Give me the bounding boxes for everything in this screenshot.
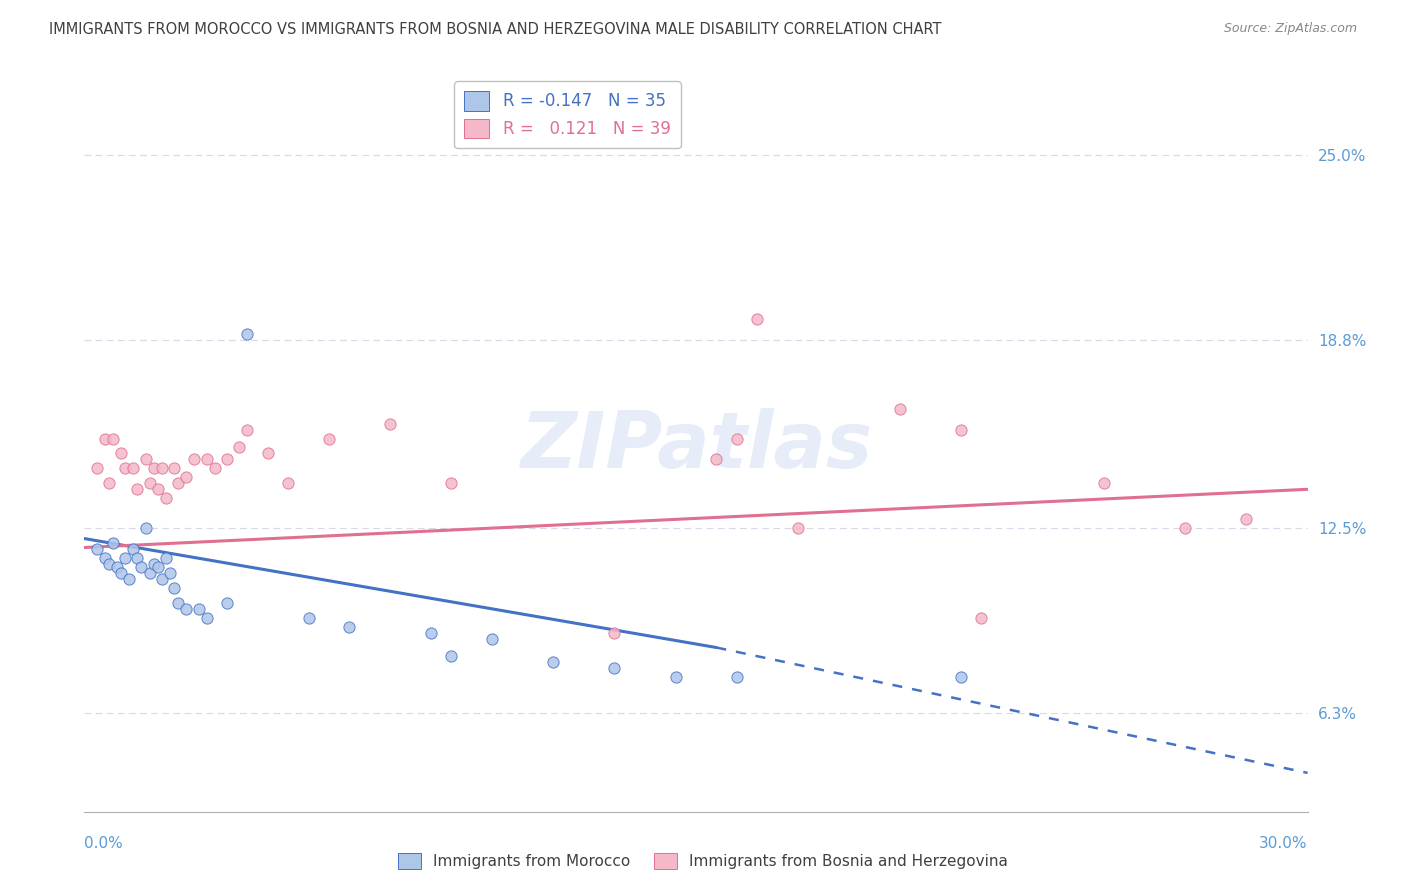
Text: IMMIGRANTS FROM MOROCCO VS IMMIGRANTS FROM BOSNIA AND HERZEGOVINA MALE DISABILIT: IMMIGRANTS FROM MOROCCO VS IMMIGRANTS FR… [49,22,942,37]
Point [204,461,226,475]
Point [603,661,626,675]
Point [236,326,259,341]
Point [257,446,280,460]
Text: ZIPatlas: ZIPatlas [520,408,872,484]
Point [380,417,402,431]
Point [228,441,250,455]
Point [1236,512,1258,526]
Point [787,521,810,535]
Point [97,476,120,491]
Point [86,541,108,556]
Point [97,557,120,571]
Point [603,625,626,640]
Point [155,551,177,566]
Point [950,670,973,684]
Point [138,566,160,580]
Point [195,452,218,467]
Point [195,610,218,624]
Point [298,610,321,624]
Point [665,670,688,684]
Point [101,536,124,550]
Point [747,312,769,326]
Legend: R = -0.147   N = 35, R =   0.121   N = 39: R = -0.147 N = 35, R = 0.121 N = 39 [454,81,681,148]
Point [138,476,160,491]
Point [187,601,209,615]
Point [1174,521,1197,535]
Point [127,551,149,566]
Point [146,483,169,497]
Point [889,401,911,416]
Point [543,656,565,670]
Point [725,670,748,684]
Point [142,557,165,571]
Point [93,432,115,446]
Point [318,432,340,446]
Point [236,423,259,437]
Point [101,432,124,446]
Text: 0.0%: 0.0% [84,836,124,851]
Point [155,491,177,506]
Point [970,610,993,624]
Point [1092,476,1115,491]
Point [150,572,173,586]
Point [440,649,463,664]
Point [183,452,205,467]
Point [163,581,186,595]
Point [135,452,157,467]
Point [114,461,136,475]
Point [135,521,157,535]
Point [93,551,115,566]
Point [146,560,169,574]
Point [706,452,728,467]
Point [950,423,973,437]
Point [167,476,190,491]
Point [217,596,239,610]
Point [86,461,108,475]
Point [217,452,239,467]
Point [142,461,165,475]
Point [118,572,141,586]
Text: 30.0%: 30.0% [1260,836,1308,851]
Point [277,476,299,491]
Legend: Immigrants from Morocco, Immigrants from Bosnia and Herzegovina: Immigrants from Morocco, Immigrants from… [392,847,1014,875]
Point [131,560,153,574]
Point [159,566,181,580]
Point [420,625,443,640]
Point [110,446,132,460]
Point [163,461,186,475]
Point [105,560,128,574]
Point [114,551,136,566]
Point [725,432,748,446]
Point [122,461,145,475]
Point [174,601,197,615]
Point [440,476,463,491]
Text: Source: ZipAtlas.com: Source: ZipAtlas.com [1223,22,1357,36]
Point [174,470,197,484]
Point [110,566,132,580]
Point [481,632,503,646]
Point [150,461,173,475]
Point [122,541,145,556]
Point [127,483,149,497]
Point [167,596,190,610]
Point [339,619,361,633]
